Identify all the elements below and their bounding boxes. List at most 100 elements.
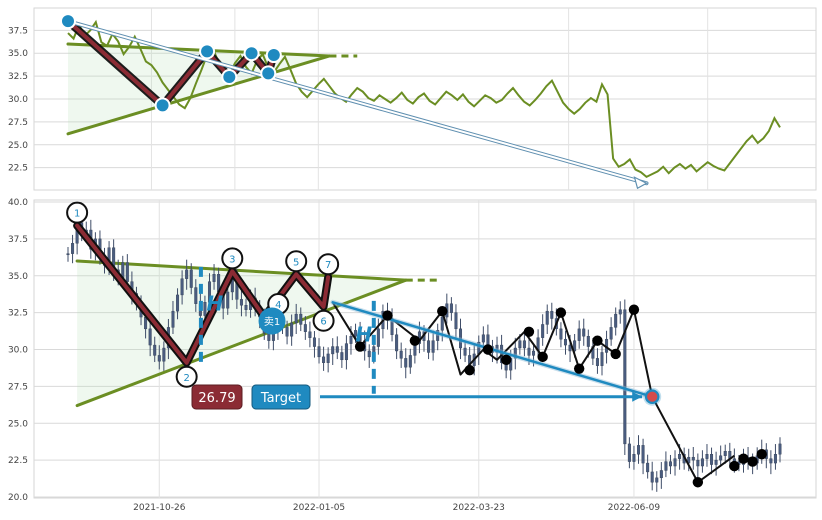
candle-body [700,458,704,467]
bottom-y-tick-label: 37.5 [8,235,28,245]
pattern-dot [592,335,603,346]
top-arrow-head [633,176,648,190]
pattern-dot [537,351,548,363]
candle-body [66,253,70,256]
top-points [60,13,282,114]
top-arrow-shaft [67,20,648,185]
candle-body [331,346,335,355]
candle-body [637,445,641,455]
candle-body [513,347,517,359]
candle-body [399,350,403,359]
pattern-dot [464,364,475,376]
candle-body [440,316,444,331]
candle-body [294,313,298,324]
candle-body [541,324,545,338]
candle-body [303,324,307,332]
sell-marker-text: 卖1 [264,316,280,328]
pattern-dot [747,456,758,467]
candle-body [463,347,467,356]
bottom-xaxis: 2021-10-26 2022-01-05 2022-03-23 2022-06-09 [133,503,660,513]
top-zigzag-point [260,65,277,82]
candle-body [267,333,271,341]
zigzag-label-circle [285,250,308,273]
candle-body [153,344,157,356]
pattern-dot [756,449,767,460]
bottom-y-tick-label: 40.0 [8,198,28,208]
zigzag-label-text: 4 [275,300,281,311]
candle-body [404,358,408,368]
candle-body [705,454,709,459]
candle-body [376,328,380,347]
bottom-x-tick-label: 2022-06-09 [608,503,661,513]
candle-body [595,358,599,366]
bottom-x-tick-label: 2022-01-05 [293,503,345,513]
candle-body [481,334,485,343]
candle-body [171,310,175,328]
candle-body [408,355,412,368]
candle-body [244,305,248,310]
candle-body [568,344,572,352]
candle-body [696,459,700,467]
candle-body [545,310,549,325]
bottom-y-tick-label: 27.5 [8,382,28,392]
candle-body [723,451,727,456]
top-y-tick-label: 25.0 [8,141,28,151]
target-arrow-head [632,391,643,402]
candle-body [641,445,645,464]
top-y-tick-label: 30.0 [8,95,28,105]
candle-body [522,340,526,349]
top-y-tick-label: 22.5 [8,164,28,174]
top-y-tick-label: 35.0 [8,49,28,59]
sell-marker-circle [258,307,286,335]
candle-body [395,334,399,352]
top-zigzag-point [154,97,171,114]
candle-body [203,302,207,316]
pattern-dot [354,341,366,352]
candle-body [518,340,522,349]
pattern-dot [409,335,421,346]
candle-body [436,330,440,341]
bottom-bars [66,212,782,492]
candle-body [614,313,618,328]
candle-body [185,269,189,279]
zigzag-label-circle [312,309,335,332]
height-marker-1-label: H [207,291,224,315]
candle-body [299,313,303,325]
bottom-y-tick-label: 22.5 [8,456,28,466]
candle-body [162,347,166,362]
candle-body [207,281,211,303]
top-axis: 22.5 25.0 27.5 30.0 32.5 35.0 37.5 [8,26,28,173]
candle-body [769,458,773,464]
candle-body [659,470,663,479]
candle-body [354,330,358,337]
candle-body [632,454,636,462]
candle-body [573,340,577,352]
zigzag-label-circle [221,247,244,270]
bottom-axis: 20.0 22.5 25.0 27.5 30.0 32.5 35.0 37.5 40.0 [8,198,28,503]
pattern-dot [382,310,393,321]
candle-body [577,328,581,341]
zigzag-label-text: 1 [74,209,80,220]
top-y-tick-label: 32.5 [8,72,28,82]
candle-body [550,310,554,319]
zigzag-label-circle [317,253,340,276]
zigzag-label-text: 7 [325,260,331,271]
pattern-dot [738,453,749,464]
candle-body [563,338,567,346]
triangle-line [75,278,408,408]
candle-body [312,337,316,347]
candle-body [431,340,435,353]
bottom-panel: 20.0 22.5 25.0 27.5 30.0 32.5 35.0 37.5 40.0 202… [8,198,817,513]
candle-body [358,330,362,341]
candle-body [148,328,152,346]
candle-body [495,344,499,353]
pattern-dot [555,307,567,318]
candle-body [559,328,563,340]
top-zigzag-point [221,69,238,86]
candle-body [317,346,321,358]
zigzag-label-text: 3 [229,254,235,265]
candle-body [673,458,677,467]
candle-body [655,477,659,483]
top-arrow [66,19,649,190]
top-panel: 22.5 25.0 27.5 30.0 32.5 35.0 37.5 [8,7,817,191]
